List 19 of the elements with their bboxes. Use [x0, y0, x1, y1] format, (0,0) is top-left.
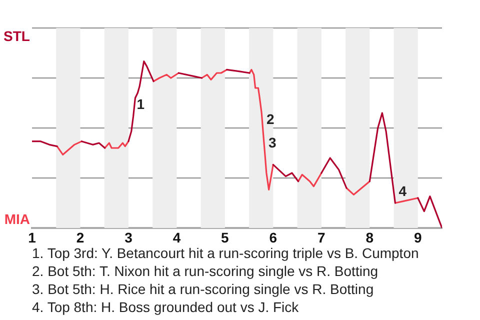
- text: 3. Bot 5th: H. Rice hit a run-scoring single vs R. Botting: [32, 280, 375, 298]
- annotation: 1: [136, 96, 145, 112]
- x-tick-label: 9: [414, 229, 422, 246]
- x-tick-label: 8: [366, 229, 374, 246]
- x-tick-label: 6: [269, 229, 278, 246]
- annotation: 4: [398, 182, 407, 199]
- x-tick-label: 4: [172, 229, 181, 246]
- x-tick-label: 1: [28, 229, 36, 246]
- x-tick-label: 7: [318, 229, 326, 246]
- annotation: 3: [268, 134, 276, 151]
- annotation: 2: [266, 111, 275, 128]
- x-tick-label: 5: [221, 229, 230, 246]
- x-tick-label: 3: [124, 229, 133, 246]
- text: STL: [4, 28, 30, 44]
- x-tick-label: 2: [76, 229, 84, 246]
- text: 2. Bot 5th: T. Nixon hit a run-scoring single vs R. Botting: [32, 262, 380, 280]
- text: 1. Top 3rd: Y. Betancourt hit a run-scoring triple vs B. Cumpton: [32, 244, 419, 262]
- text: MIA: [4, 210, 30, 227]
- text: 4. Top 8th: H. Boss grounded out vs J. Fick: [32, 298, 300, 316]
